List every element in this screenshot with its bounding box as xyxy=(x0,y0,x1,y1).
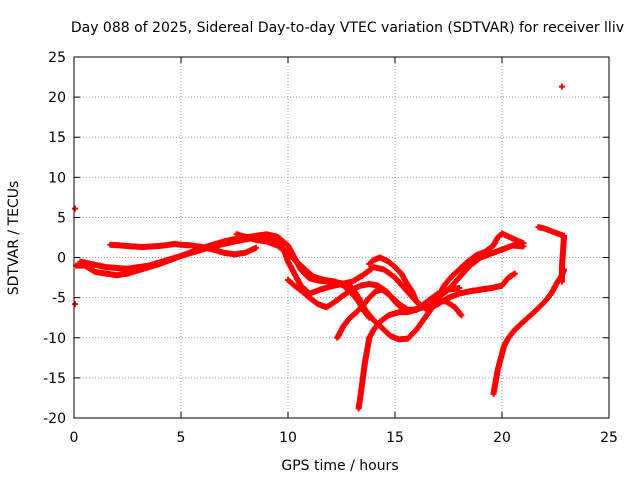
series-track-8 xyxy=(366,230,527,311)
y-tick-label: 0 xyxy=(57,251,66,267)
y-tick-label: 10 xyxy=(48,170,66,186)
y-tick-label: 25 xyxy=(48,50,66,66)
data-point-marker xyxy=(456,285,463,292)
data-point-marker xyxy=(558,83,565,90)
y-tick-label: 5 xyxy=(57,210,66,226)
y-axis-label: SDTVAR / TECUs xyxy=(6,181,22,296)
x-tick-label: 5 xyxy=(177,430,186,446)
data-point-marker xyxy=(72,205,79,212)
y-tick-label: -5 xyxy=(52,291,66,307)
x-tick-label: 0 xyxy=(70,430,79,446)
series-outliers xyxy=(72,83,565,308)
x-tick-label: 10 xyxy=(279,430,297,446)
y-axis-tick-labels: -20 -15 -10 -5 0 5 10 15 20 25 xyxy=(43,50,66,427)
data-point-marker xyxy=(458,312,465,319)
x-tick-label: 20 xyxy=(493,430,511,446)
x-axis-tick-labels: 0 5 10 15 20 25 xyxy=(70,430,618,446)
data-point-marker xyxy=(72,301,79,308)
axis-ticks xyxy=(73,56,610,419)
data-point-marker xyxy=(511,270,518,277)
series-track-10 xyxy=(535,224,568,285)
y-tick-label: 20 xyxy=(48,90,66,106)
y-tick-label: -20 xyxy=(43,411,66,427)
data-points xyxy=(72,83,568,412)
x-tick-label: 25 xyxy=(600,430,618,446)
y-tick-label: 15 xyxy=(48,130,66,146)
x-axis-label: GPS time / hours xyxy=(281,458,398,474)
data-point-marker xyxy=(366,314,373,321)
x-tick-label: 15 xyxy=(386,430,404,446)
grid-lines xyxy=(74,57,609,418)
y-tick-label: -15 xyxy=(43,371,66,387)
plot-frame xyxy=(73,56,610,419)
chart-title: Day 088 of 2025, Sidereal Day-to-day VTE… xyxy=(71,20,624,36)
series-track-3 xyxy=(107,240,259,258)
data-point-marker xyxy=(252,244,259,251)
data-point-marker xyxy=(558,278,565,285)
data-point-marker xyxy=(520,240,527,247)
y-tick-label: -10 xyxy=(43,331,66,347)
series-track-4 xyxy=(233,231,373,321)
